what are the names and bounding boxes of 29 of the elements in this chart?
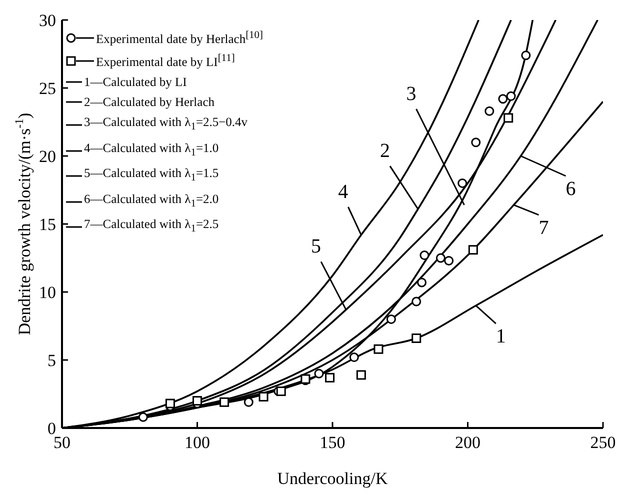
legend-label: 4—Calculated with λ$_{1}$=1.0 — [84, 140, 219, 160]
annotation: 7 — [538, 216, 549, 239]
x-tick-label: 200 — [455, 433, 480, 452]
annotation: 5 — [311, 236, 322, 258]
annotation: 1 — [496, 326, 506, 348]
y-tick-label: 5 — [48, 351, 56, 370]
legend-label: 6—Calculated with λ$_{1}$=2.0 — [84, 190, 219, 212]
y-tick-label: 15 — [39, 215, 56, 234]
legend-label: 1—Calculated by LI — [84, 74, 187, 92]
legend-label: 3—Calculated with λ$_{1}$=2.5−0.4v — [84, 114, 248, 135]
x-axis-title: Undercooling/K — [277, 469, 388, 488]
y-tick-label: 25 — [39, 79, 56, 98]
x-tick-label: 150 — [320, 433, 346, 452]
annotation: 6 — [566, 178, 576, 200]
annotation: 3 — [406, 82, 416, 105]
legend-label: Experimental date by Herlach$^{[10]}$ — [96, 29, 263, 48]
y-tick-label: 0 — [48, 419, 56, 438]
y-tick-label: 10 — [39, 283, 56, 302]
annotation: 4 — [338, 180, 348, 203]
x-tick-label: 250 — [590, 433, 616, 452]
annotation: 2 — [380, 140, 390, 162]
legend-label: 7—Calculated with λ$_{1}$=2.5 — [84, 216, 219, 237]
y-tick-label: 20 — [39, 147, 56, 166]
legend-label: Experimental date by LI$^{[11]}$ — [96, 52, 235, 72]
y-tick-label: 30 — [39, 11, 56, 30]
x-tick-label: 50 — [54, 433, 70, 452]
legend-label: 5—Calculated with λ$_{1}$=1.5 — [84, 165, 219, 186]
x-tick-label: 100 — [184, 433, 210, 452]
legend-label: 2—Calculated by Herlach — [84, 94, 215, 112]
